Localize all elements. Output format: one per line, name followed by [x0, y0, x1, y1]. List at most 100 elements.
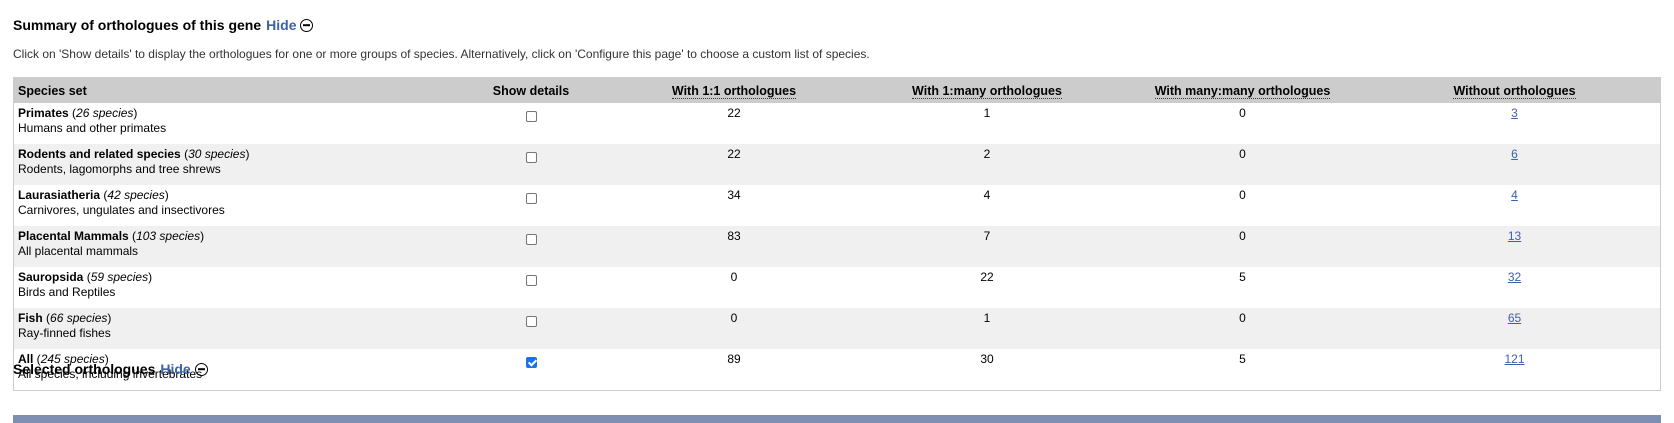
selected-orthologues-table-header [13, 415, 1661, 423]
summary-hide-link[interactable]: Hide [266, 17, 297, 33]
species-set-cell: Placental Mammals (103 species) All place… [13, 226, 452, 267]
species-set-description: Rodents, lagomorphs and tree shrews [18, 162, 221, 176]
one-to-many-count: 1 [858, 308, 1116, 349]
one-to-many-count: 1 [983, 106, 991, 120]
table-row: Primates (26 species) Humans and other pr… [14, 103, 1661, 144]
summary-title: Summary of orthologues of this gene [13, 17, 262, 33]
header-show-details[interactable]: Show details [452, 77, 610, 103]
many-to-many-count: 0 [1239, 106, 1246, 120]
table-row: Fish (66 species) Ray-finned fishes 0 1 0 65 [13, 308, 1661, 349]
many-to-many-count: 5 [1239, 352, 1246, 366]
one-to-one-count: 22 [727, 106, 741, 120]
without-orthologues-link[interactable]: 65 [1507, 311, 1522, 325]
species-set-description: Humans and other primates [18, 121, 167, 135]
species-set-cell: Rodents and related species (30 species)… [13, 144, 452, 185]
table-row: Sauropsida (59 species) Birds and Reptile… [14, 267, 1661, 308]
show-details-checkbox[interactable] [525, 152, 537, 163]
show-details-checkbox[interactable] [525, 193, 537, 204]
species-set-cell: Fish (66 species) Ray-finned fishes [13, 308, 452, 349]
show-details-checkbox[interactable] [525, 275, 537, 286]
species-count: 245 species [40, 352, 105, 366]
table-row: Laurasiatheria (42 species) Carnivores, u… [14, 185, 1661, 226]
summary-intro-text: Click on 'Show details' to display the o… [13, 47, 870, 61]
one-to-one-count: 83 [610, 226, 858, 267]
collapse-minus-icon[interactable] [194, 362, 208, 376]
species-count: 26 species [76, 106, 134, 120]
one-to-one-count: 89 [727, 352, 741, 366]
show-details-checkbox[interactable] [525, 316, 537, 327]
species-set-cell: All (245 species) All species, including … [18, 352, 203, 381]
without-orthologues-cell: 13 [1369, 226, 1661, 267]
show-details-checkbox[interactable] [525, 111, 537, 122]
species-count: 30 species [188, 147, 246, 161]
one-to-one-count: 34 [727, 188, 741, 202]
without-orthologues-cell: 3 [1369, 103, 1661, 144]
species-set-cell: Sauropsida (59 species) Birds and Reptile… [18, 270, 153, 299]
show-details-cell [452, 226, 610, 267]
collapse-minus-icon[interactable] [300, 18, 314, 32]
summary-section-title: Summary of orthologues of this gene Hide [13, 17, 314, 33]
table-header-row: Species set Show details With 1:1 orthol… [13, 77, 1661, 103]
show-details-checkbox[interactable] [525, 357, 537, 368]
species-set-name: Primates [18, 106, 69, 120]
species-set-name: Fish [18, 311, 43, 325]
one-to-many-count: 7 [858, 226, 1116, 267]
header-one-to-many[interactable]: With 1:many orthologues [858, 77, 1116, 103]
one-to-many-count: 2 [858, 144, 1116, 185]
many-to-many-count: 0 [1116, 308, 1369, 349]
header-one-to-one[interactable]: With 1:1 orthologues [610, 77, 858, 103]
show-details-cell [452, 144, 610, 185]
many-to-many-count: 0 [1116, 226, 1369, 267]
species-set-description: Carnivores, ungulates and insectivores [18, 203, 225, 217]
show-details-cell [452, 267, 610, 308]
species-set-description: Birds and Reptiles [18, 285, 116, 299]
one-to-one-count: 22 [610, 144, 858, 185]
show-details-cell [452, 103, 610, 144]
selected-title: Selected orthologues [13, 361, 156, 377]
one-to-one-count: 0 [730, 270, 738, 284]
one-to-many-count: 22 [980, 270, 994, 284]
species-set-name: Rodents and related species [18, 147, 181, 161]
show-details-cell [452, 349, 610, 391]
without-orthologues-cell: 32 [1369, 267, 1661, 308]
species-set-cell: Laurasiatheria (42 species) Carnivores, u… [18, 188, 225, 217]
many-to-many-count: 0 [1239, 188, 1246, 202]
selected-hide-link[interactable]: Hide [160, 361, 191, 377]
species-set-cell: Primates (26 species) Humans and other pr… [18, 106, 167, 135]
header-without-orthologues[interactable]: Without orthologues [1369, 77, 1661, 103]
one-to-many-count: 30 [980, 352, 994, 366]
without-orthologues-link[interactable]: 32 [1507, 270, 1522, 284]
without-orthologues-link[interactable]: 6 [1511, 147, 1518, 161]
without-orthologues-cell: 65 [1369, 308, 1661, 349]
many-to-many-count: 5 [1239, 270, 1246, 284]
many-to-many-count: 0 [1116, 144, 1369, 185]
show-details-checkbox[interactable] [525, 234, 537, 245]
species-set-description: All species, including invertebrates [18, 367, 203, 381]
species-set-description: All placental mammals [18, 244, 139, 258]
without-orthologues-cell: 4 [1369, 185, 1661, 226]
one-to-many-count: 4 [983, 188, 991, 202]
selected-section-title: Selected orthologues Hide [13, 361, 208, 377]
species-count: 103 species [136, 229, 201, 243]
without-orthologues-link[interactable]: 121 [1504, 352, 1525, 366]
without-orthologues-link[interactable]: 4 [1511, 188, 1518, 202]
header-species-set[interactable]: Species set [13, 77, 452, 103]
orthologue-summary-table: Species set Show details With 1:1 orthol… [13, 77, 1661, 391]
table-row: Rodents and related species (30 species)… [13, 144, 1661, 185]
one-to-one-count: 0 [610, 308, 858, 349]
header-many-to-many[interactable]: With many:many orthologues [1116, 77, 1369, 103]
without-orthologues-link[interactable]: 3 [1511, 106, 1518, 120]
without-orthologues-cell: 121 [1369, 349, 1661, 391]
species-set-name: Placental Mammals [18, 229, 129, 243]
table-row: Placental Mammals (103 species) All place… [13, 226, 1661, 267]
show-details-cell [452, 308, 610, 349]
species-set-name: All [18, 352, 34, 366]
species-set-name: Laurasiatheria [18, 188, 101, 202]
species-count: 59 species [90, 270, 149, 284]
species-set-name: Sauropsida [18, 270, 84, 284]
table-row: All (245 species) All species, including … [14, 349, 1661, 391]
without-orthologues-cell: 6 [1369, 144, 1661, 185]
species-set-description: Ray-finned fishes [18, 326, 111, 340]
without-orthologues-link[interactable]: 13 [1507, 229, 1522, 243]
species-count: 66 species [50, 311, 108, 325]
